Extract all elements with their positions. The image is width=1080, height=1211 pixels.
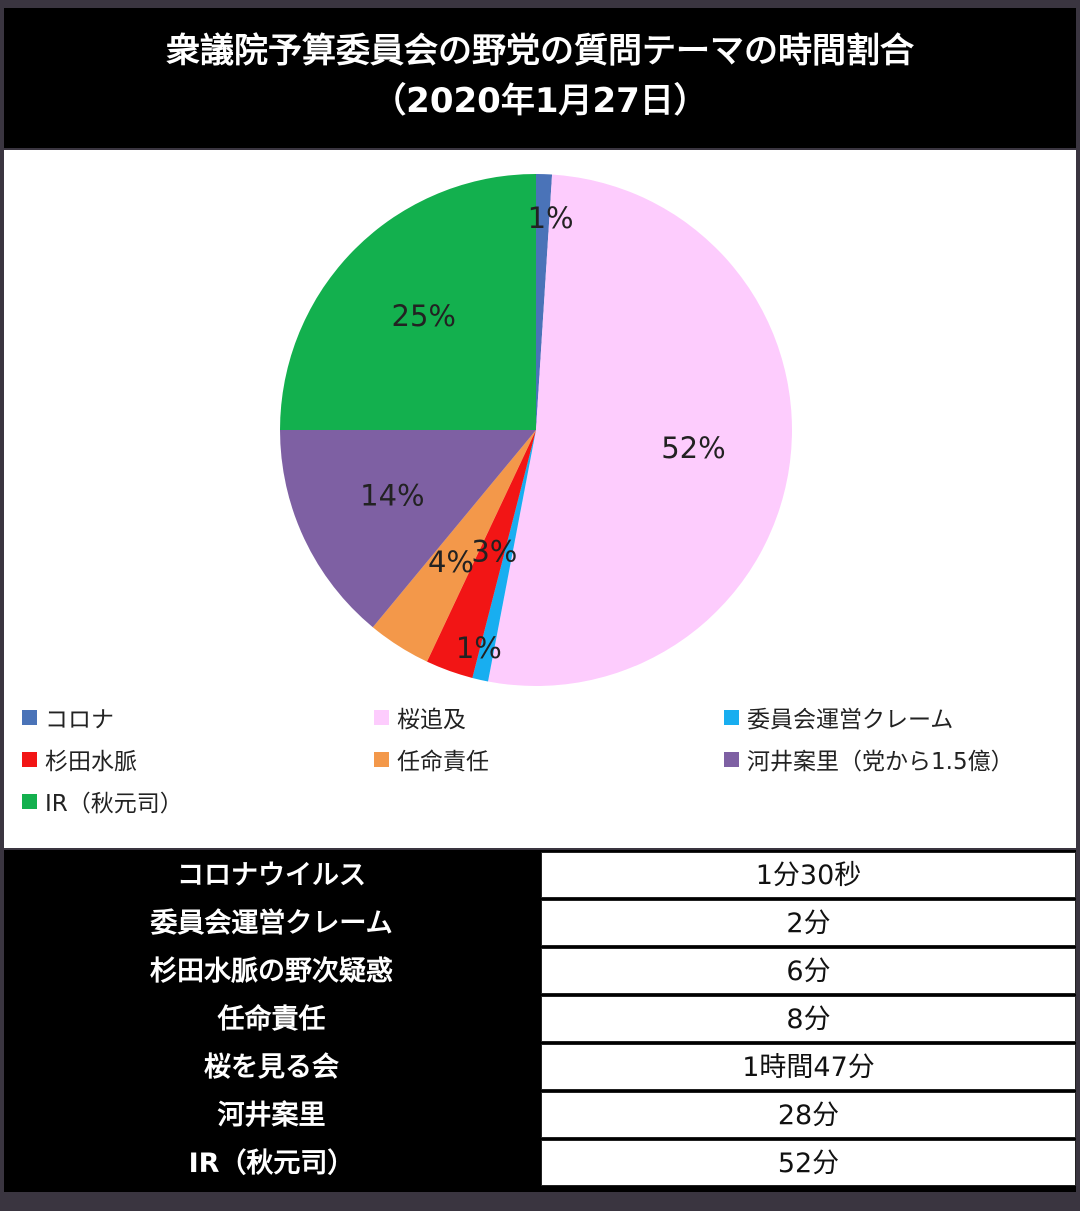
legend-item-sugita: 杉田水脈 — [22, 742, 137, 776]
pie-slice — [427, 430, 536, 678]
table-row-label: 桜を見る会 — [204, 1052, 339, 1083]
legend-item-corona: コロナ — [22, 700, 114, 734]
legend-label: 委員会運営クレーム — [747, 707, 954, 733]
legend-item-sakura: 桜追及 — [374, 700, 466, 734]
table-row: IR（秋元司） 52分 — [4, 1140, 1076, 1188]
table-row-value: 1時間47分 — [541, 1044, 1076, 1090]
legend-swatch — [374, 709, 389, 725]
table-row-value: 1分30秒 — [541, 852, 1076, 898]
pie-slice — [488, 174, 793, 686]
legend-swatch — [22, 793, 37, 809]
pie-slice — [280, 430, 536, 628]
title-line-2: （2020年1月27日） — [372, 81, 708, 121]
table-row-label: 杉田水脈の野次疑惑 — [150, 956, 393, 987]
pie-slice — [372, 430, 536, 662]
pie-data-label: 14% — [360, 479, 424, 513]
pie-data-label: 4% — [428, 545, 474, 579]
title-banner: 衆議院予算委員会の野党の質問テーマの時間割合 （2020年1月27日） — [4, 8, 1076, 148]
table-row-label: 河井案里 — [217, 1100, 326, 1131]
pie-chart-panel: 1% 52% 1% 3% 4% 14% 25% コロナ 桜追及 委員会運営クレーム 杉田水脈… — [4, 150, 1076, 848]
table-row-value: 2分 — [541, 900, 1076, 946]
table-row: 杉田水脈の野次疑惑 6分 — [4, 948, 1076, 996]
table-row: 河井案里 28分 — [4, 1092, 1076, 1140]
table-row-label: 委員会運営クレーム — [150, 908, 393, 939]
legend-label: コロナ — [45, 707, 114, 733]
legend-item-ir: IR（秋元司） — [22, 784, 183, 818]
table-row: コロナウイルス 1分30秒 — [4, 852, 1076, 900]
pie-data-label: 25% — [392, 299, 456, 333]
time-table: コロナウイルス 1分30秒 委員会運営クレーム 2分 杉田水脈の野次疑惑 6分 … — [4, 850, 1076, 1192]
legend-label: 河井案里（党から1.5億） — [747, 749, 1014, 775]
title-line-1: 衆議院予算委員会の野党の質問テーマの時間割合 — [166, 31, 914, 71]
pie-slice — [536, 174, 553, 430]
legend-swatch — [22, 709, 37, 725]
table-row-value: 8分 — [541, 996, 1076, 1042]
pie-slice — [280, 174, 536, 430]
pie-data-label: 1% — [456, 631, 502, 665]
pie-chart: 1% 52% 1% 3%4%14% 25% — [280, 174, 793, 686]
legend-item-kawai: 河井案里（党から1.5億） — [724, 742, 1014, 776]
legend-swatch — [374, 751, 389, 767]
legend-label: 任命責任 — [397, 749, 489, 775]
legend-item-committee-complaint: 委員会運営クレーム — [724, 700, 953, 734]
legend-item-appointment: 任命責任 — [374, 742, 489, 776]
table-row: 任命責任 8分 — [4, 996, 1076, 1044]
legend-label: 桜追及 — [397, 707, 466, 733]
table-row-label: コロナウイルス — [177, 860, 366, 891]
legend-swatch — [724, 709, 739, 725]
pie-slice — [472, 430, 536, 682]
legend-swatch — [22, 751, 37, 767]
legend-swatch — [724, 751, 739, 767]
pie-data-label: 3% — [471, 535, 517, 569]
table-row-value: 52分 — [541, 1140, 1076, 1186]
table-row-label: 任命責任 — [217, 1004, 326, 1035]
table-row: 桜を見る会 1時間47分 — [4, 1044, 1076, 1092]
legend-label: 杉田水脈 — [45, 749, 137, 775]
legend-label: IR（秋元司） — [45, 791, 183, 817]
table-row-label: IR（秋元司） — [188, 1148, 355, 1179]
pie-data-label: 52% — [661, 431, 725, 465]
table-row-value: 28分 — [541, 1092, 1076, 1138]
table-row: 委員会運営クレーム 2分 — [4, 900, 1076, 948]
pie-data-label: 1% — [528, 201, 574, 235]
table-row-value: 6分 — [541, 948, 1076, 994]
